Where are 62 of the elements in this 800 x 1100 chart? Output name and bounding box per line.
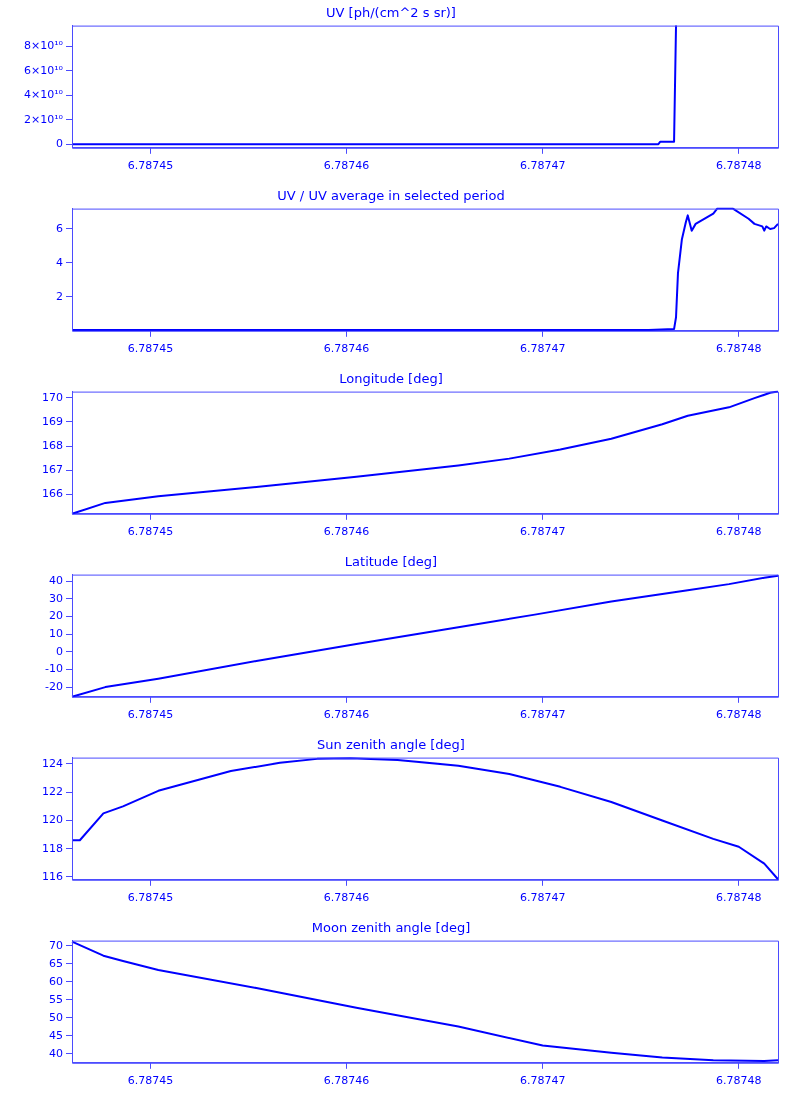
chart-title: Longitude [deg] [339,371,443,387]
y-tick-label: 50 [49,1010,63,1024]
y-tick-label: 70 [49,938,63,952]
y-tick-label: 169 [42,414,63,428]
y-tick-label: 6×10¹⁰ [23,63,64,77]
y-tick-label: -20 [45,679,63,693]
x-tick-label: 6.78747 [519,342,566,356]
x-tick-label: 6.78748 [716,1074,762,1088]
x-tick-label: 6.78746 [323,1074,370,1088]
y-tick-label: 40 [49,574,63,588]
y-tick-label: 2×10¹⁰ [23,112,64,126]
x-tick-label: 6.78745 [127,708,174,722]
y-tick-label: 6 [56,221,63,235]
x-tick-label: 6.78748 [716,891,762,905]
y-tick-label: 4×10¹⁰ [23,88,64,102]
y-tick-label: 2 [56,289,63,303]
x-tick-label: 6.78748 [716,159,762,173]
x-tick-label: 6.78746 [323,891,370,905]
y-tick-label: 124 [42,756,63,770]
x-tick-label: 6.78748 [716,342,762,356]
y-tick-label: 170 [42,390,63,404]
x-tick-label: 6.78747 [519,525,566,539]
chart-title: Moon zenith angle [deg] [311,920,471,936]
y-tick-label: 45 [49,1028,63,1042]
y-tick-label: 116 [42,869,63,883]
y-tick-label: 40 [49,1046,63,1060]
y-tick-label: 0 [56,136,63,150]
chart-title: Latitude [deg] [344,554,438,570]
y-tick-label: 168 [42,438,63,452]
y-tick-label: 10 [49,627,63,641]
y-tick-label: 122 [42,785,63,799]
x-tick-label: 6.78747 [519,708,566,722]
chart-title: UV [ph/(cm^2 s sr)] [326,5,456,21]
x-tick-label: 6.78745 [127,1074,174,1088]
x-tick-label: 6.78746 [323,525,370,539]
x-tick-label: 6.78745 [127,342,174,356]
y-tick-label: 55 [49,992,63,1006]
x-tick-label: 6.78745 [127,525,174,539]
y-tick-label: 120 [42,813,63,827]
y-tick-label: 118 [42,841,63,855]
x-tick-label: 6.78746 [323,342,370,356]
y-tick-label: 20 [49,609,63,623]
y-tick-label: 30 [49,591,63,605]
y-tick-label: 166 [42,487,63,501]
y-tick-label: 8×10¹⁰ [23,39,64,53]
x-tick-label: 6.78748 [716,708,762,722]
y-tick-label: 60 [49,974,63,988]
chart-title: UV / UV average in selected period [277,188,505,204]
x-tick-label: 6.78745 [127,159,174,173]
x-tick-label: 6.78748 [716,525,762,539]
x-tick-label: 6.78745 [127,891,174,905]
chart-title: Sun zenith angle [deg] [317,737,465,753]
y-tick-label: 0 [56,644,63,658]
y-tick-label: 4 [56,255,63,269]
x-tick-label: 6.78746 [323,708,370,722]
y-tick-label: -10 [45,662,63,676]
x-tick-label: 6.78747 [519,891,566,905]
x-tick-label: 6.78746 [323,159,370,173]
y-tick-label: 65 [49,956,63,970]
x-tick-label: 6.78747 [519,159,566,173]
y-tick-label: 167 [42,463,63,477]
x-tick-label: 6.78747 [519,1074,566,1088]
